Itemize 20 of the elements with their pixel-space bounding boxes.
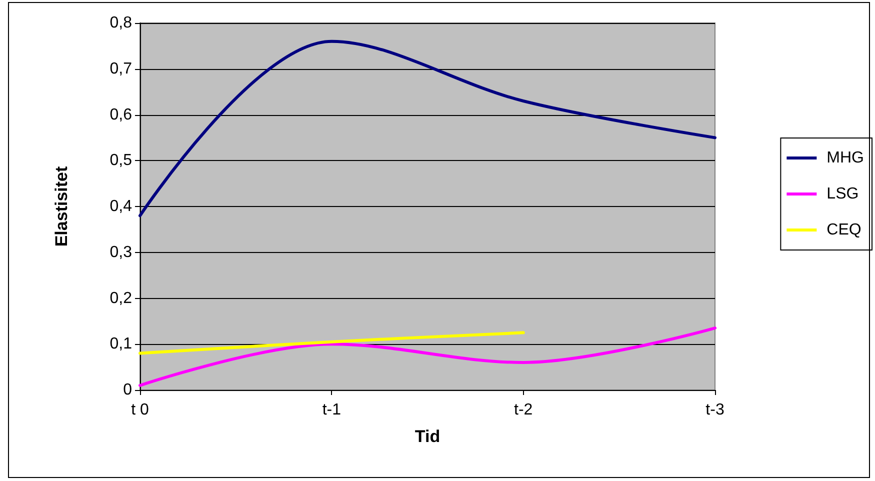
- x-tick-label: t-2: [514, 402, 533, 418]
- y-tick-label: 0,5: [110, 152, 132, 170]
- y-tick-label: 0,1: [110, 336, 132, 353]
- y-tick-label: 0,6: [110, 106, 132, 124]
- x-axis-title: Tid: [414, 427, 440, 446]
- legend-label: MHG: [826, 150, 864, 166]
- x-tick-label: t-3: [706, 402, 724, 418]
- y-tick-label: 0,3: [110, 244, 132, 261]
- line-series: [138, 40, 716, 218]
- x-tick-label: t-1: [322, 402, 342, 418]
- legend-label: CEQ: [826, 222, 862, 238]
- y-tick-label: 0,7: [110, 60, 132, 78]
- line-series: [138, 326, 716, 387]
- x-tick-label: t 0: [131, 402, 149, 418]
- y-tick-label: 0,2: [110, 290, 132, 307]
- y-axis-title: Elastisitet: [52, 166, 71, 247]
- legend-label: LSG: [826, 186, 859, 202]
- y-tick-label: 0: [123, 382, 132, 398]
- y-tick-label: 0,8: [110, 14, 132, 32]
- y-tick-label: 0,4: [110, 198, 132, 215]
